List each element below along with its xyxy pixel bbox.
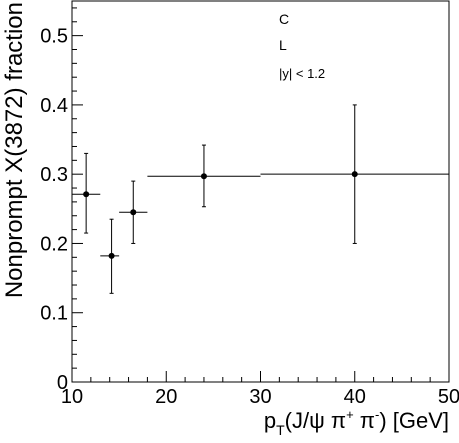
y-tick-label: 0.4 xyxy=(40,95,68,117)
y-tick-label: 0.1 xyxy=(40,303,68,325)
y-axis-label: Nonprompt X(3872) fraction xyxy=(1,2,28,298)
legend-line-1: C xyxy=(279,11,289,27)
y-tick-label: 0.5 xyxy=(40,26,68,48)
y-tick-label: 0.2 xyxy=(40,233,68,255)
data-point-group xyxy=(147,144,261,208)
data-points xyxy=(72,104,449,294)
data-point xyxy=(130,209,137,216)
legend-line-3: |y| < 1.2 xyxy=(279,66,325,81)
data-point xyxy=(108,252,115,259)
data-point-group xyxy=(260,104,449,244)
y-tick-label: 0.3 xyxy=(40,164,68,186)
data-point-group xyxy=(119,180,148,244)
data-point xyxy=(200,173,207,180)
x-axis-label: pT(J/ψ π+ π-) [GeV] xyxy=(264,407,449,438)
legend: C L |y| < 1.2 xyxy=(279,11,354,81)
legend-mask xyxy=(292,36,354,54)
x-tick-label: 10 xyxy=(61,386,83,408)
data-point-group xyxy=(72,152,101,234)
x-tick-label: 20 xyxy=(155,386,177,408)
legend-line-2: L xyxy=(279,37,287,53)
data-point xyxy=(83,191,90,198)
y-axis: 0 0.1 0.2 0.3 0.4 0.5 xyxy=(40,7,83,394)
x-tick-label: 30 xyxy=(249,386,271,408)
x-axis: 10 20 30 40 50 xyxy=(61,371,459,408)
x-tick-label: 40 xyxy=(344,386,366,408)
data-point xyxy=(351,171,358,178)
data-point-group xyxy=(100,218,120,294)
x-tick-label: 50 xyxy=(438,386,459,408)
plot-frame xyxy=(71,0,450,383)
y-tick-label: 0 xyxy=(57,372,68,394)
